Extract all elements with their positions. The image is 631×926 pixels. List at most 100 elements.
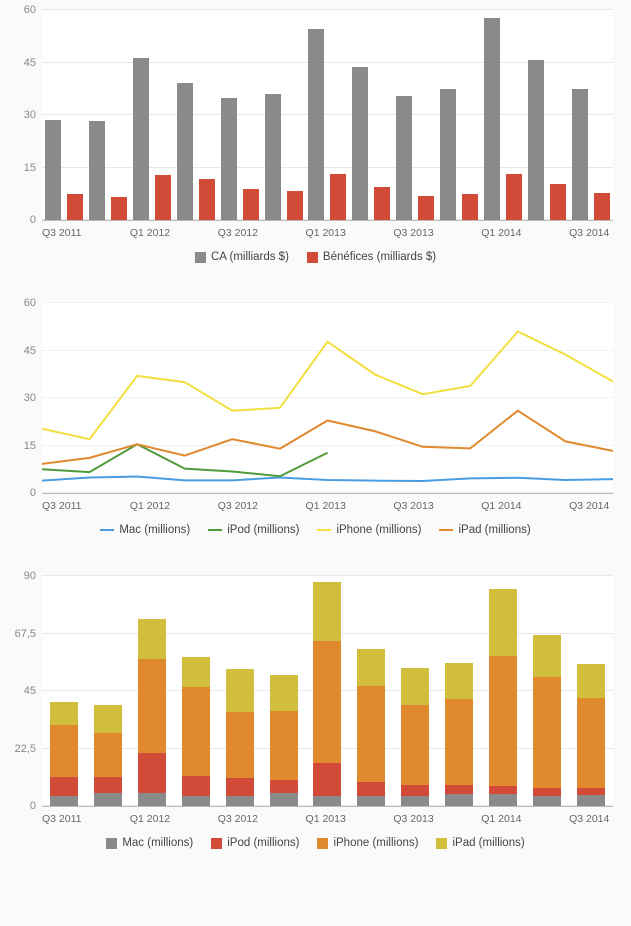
bar-group <box>130 10 174 220</box>
bar <box>155 175 171 221</box>
bar <box>352 67 368 220</box>
x-tick-label <box>349 221 393 239</box>
bar-group <box>481 10 525 220</box>
x-tick-label: Q1 2013 <box>306 494 350 512</box>
stack-group <box>525 576 569 806</box>
x-tick-label: Q1 2012 <box>130 221 174 239</box>
legend-2: Mac (millions)iPod (millions)iPhone (mil… <box>10 524 621 536</box>
y-tick-label: 67,5 <box>15 628 42 640</box>
stack-segment <box>94 777 122 794</box>
plot-area-1: 015304560 <box>42 10 613 220</box>
stack-segment <box>533 788 561 795</box>
y-tick-label: 22,5 <box>15 743 42 755</box>
x-tick-label: Q3 2011 <box>42 221 86 239</box>
bar-group <box>174 10 218 220</box>
legend-label: Mac (millions) <box>119 524 190 536</box>
x-tick-label: Q3 2013 <box>393 807 437 825</box>
stack-group <box>437 576 481 806</box>
stack-segment <box>182 796 210 806</box>
stack-group <box>86 576 130 806</box>
x-tick-label <box>349 494 393 512</box>
x-tick-label <box>525 807 569 825</box>
x-tick-label <box>86 221 130 239</box>
stack-segment <box>50 777 78 796</box>
legend-3: Mac (millions)iPod (millions)iPhone (mil… <box>10 837 621 849</box>
legend-1: CA (milliards $) Bénéfices (milliards $) <box>10 251 621 263</box>
stack-segment <box>138 619 166 658</box>
line-series <box>42 444 328 476</box>
stack-segment <box>313 763 341 795</box>
bar-group <box>349 10 393 220</box>
x-tick-label: Q1 2013 <box>306 221 350 239</box>
line-series <box>42 411 613 464</box>
x-tick-label: Q3 2012 <box>218 221 262 239</box>
x-tick-label <box>437 807 481 825</box>
bar <box>374 187 390 220</box>
y-tick-label: 30 <box>24 109 42 121</box>
stacked-bar-chart: 022,54567,590 Q3 2011Q1 2012Q3 2012Q1 20… <box>10 576 621 849</box>
legend-label: Mac (millions) <box>122 837 193 849</box>
x-tick-label: Q1 2012 <box>130 807 174 825</box>
bar <box>287 191 303 220</box>
legend-label: iPhone (millions) <box>333 837 418 849</box>
bar <box>550 184 566 220</box>
stack-segment <box>94 705 122 733</box>
stack-segment <box>313 796 341 806</box>
plot-area-3: 022,54567,590 <box>42 576 613 806</box>
x-tick-label: Q1 2014 <box>481 494 525 512</box>
bar <box>243 189 259 220</box>
x-tick-label <box>525 221 569 239</box>
stack-segment <box>533 635 561 677</box>
x-tick-label <box>525 494 569 512</box>
bar <box>265 94 281 220</box>
x-tick-label <box>262 221 306 239</box>
y-tick-label: 0 <box>30 800 42 812</box>
stack-segment <box>270 675 298 711</box>
stack-segment <box>313 641 341 763</box>
stack-segment <box>226 778 254 795</box>
stack-segment <box>445 663 473 699</box>
plot-area-2: 015304560 <box>42 303 613 493</box>
stack-segment <box>489 794 517 806</box>
stack-segment <box>182 776 210 796</box>
legend-swatch <box>106 838 117 849</box>
bar <box>221 98 237 221</box>
stack-group <box>306 576 350 806</box>
stack-segment <box>138 793 166 806</box>
stack-segment <box>94 793 122 806</box>
stack-group <box>218 576 262 806</box>
legend-item: Mac (millions) <box>100 524 190 536</box>
legend-item: iPhone (millions) <box>317 837 418 849</box>
x-tick-label: Q3 2011 <box>42 807 86 825</box>
x-tick-label <box>174 221 218 239</box>
stack-segment <box>226 712 254 778</box>
x-axis-2: Q3 2011 Q1 2012 Q3 2012 Q1 2013 Q3 2013 Q1 20… <box>42 493 613 512</box>
x-tick-label: Q3 2011 <box>42 494 86 512</box>
y-tick-label: 45 <box>24 345 42 357</box>
stack-group <box>481 576 525 806</box>
y-tick-label: 30 <box>24 392 42 404</box>
stack-segment <box>577 795 605 806</box>
legend-item: CA (milliards $) <box>195 251 289 263</box>
stack-segment <box>138 753 166 792</box>
stack-segment <box>445 794 473 806</box>
stack-group <box>349 576 393 806</box>
x-tick-label: Q3 2012 <box>218 494 262 512</box>
bar-group <box>525 10 569 220</box>
stack-segment <box>577 788 605 795</box>
x-tick-label: Q3 2014 <box>569 807 613 825</box>
legend-label: iPod (millions) <box>227 524 299 536</box>
x-tick-label: Q3 2013 <box>393 494 437 512</box>
stack-segment <box>357 796 385 806</box>
legend-label: Bénéfices (milliards $) <box>323 251 436 263</box>
stack-segment <box>357 782 385 796</box>
stack-segment <box>357 649 385 686</box>
legend-swatch <box>307 252 318 263</box>
stack-segment <box>50 725 78 777</box>
x-tick-label: Q1 2012 <box>130 494 174 512</box>
legend-swatch <box>436 838 447 849</box>
bar <box>484 18 500 220</box>
x-tick-label: Q1 2014 <box>481 807 525 825</box>
stack-segment <box>270 780 298 794</box>
bar <box>418 196 434 220</box>
